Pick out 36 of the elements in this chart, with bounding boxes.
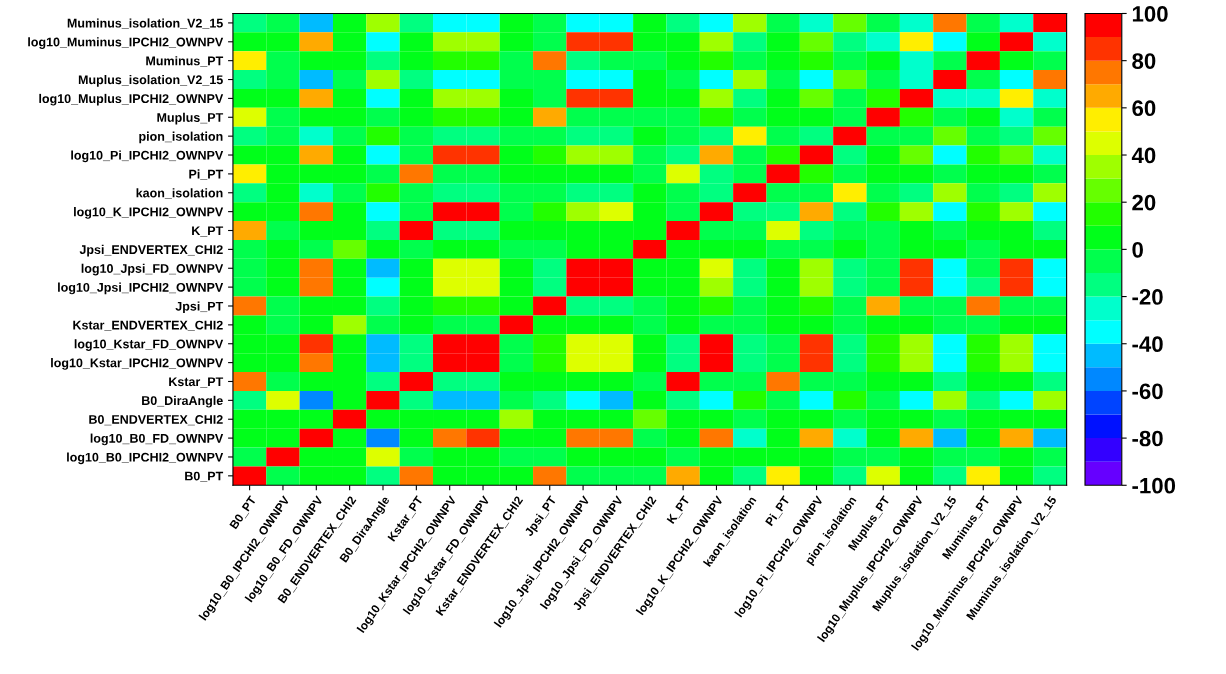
- color-bar-label: -100: [1132, 477, 1176, 494]
- y-tick-label: Muminus_isolation_V2_15: [67, 18, 223, 29]
- color-bar-label: -80: [1132, 430, 1163, 447]
- y-tick-label: B0_ENDVERTEX_CHI2: [89, 415, 223, 426]
- color-bar-label: -20: [1132, 289, 1163, 305]
- color-bar-label: -40: [1132, 336, 1163, 353]
- y-tick-label: log10_Kstar_IPCHI2_OWNPV: [51, 358, 224, 370]
- color-bar-label: 80: [1132, 53, 1156, 69]
- y-tick-label: Jpsi_ENDVERTEX_CHI2: [79, 244, 223, 257]
- y-tick-label: Muplus_PT: [157, 112, 224, 125]
- color-bar-label: 20: [1132, 194, 1156, 211]
- y-tick-label: pion_isolation: [139, 131, 223, 144]
- y-tick-label: log10_Jpsi_IPCHI2_OWNPV: [58, 282, 224, 295]
- y-tick-label: Pi_PT: [189, 169, 224, 180]
- y-tick-label: B0_DiraAngle: [142, 395, 223, 408]
- color-bar-label: 0: [1132, 241, 1143, 258]
- color-bar-label: -60: [1132, 383, 1163, 400]
- y-tick-label: log10_Muminus_IPCHI2_OWNPV: [28, 37, 224, 49]
- y-tick-label: log10_Kstar_FD_OWNPV: [74, 339, 224, 351]
- y-tick-label: Kstar_ENDVERTEX_CHI2: [73, 320, 223, 331]
- color-bar-label: 60: [1132, 100, 1156, 117]
- y-tick-label: Muminus_PT: [146, 56, 224, 67]
- y-tick-label: B0_PT: [185, 471, 224, 482]
- y-tick-label: Kstar_PT: [169, 377, 224, 388]
- y-tick-label: log10_Pi_IPCHI2_OWNPV: [71, 150, 224, 163]
- y-tick-label: kaon_isolation: [136, 188, 223, 199]
- y-tick-label: log10_B0_FD_OWNPV: [90, 433, 224, 446]
- y-tick-label: log10_Jpsi_FD_OWNPV: [81, 263, 224, 276]
- color-bar-label: 100: [1132, 6, 1168, 22]
- y-tick-label: log10_K_IPCHI2_OWNPV: [74, 207, 224, 219]
- y-tick-label: Jpsi_PT: [175, 301, 224, 314]
- y-tick-label: log10_Muplus_IPCHI2_OWNPV: [39, 93, 224, 106]
- color-bar-label: 40: [1131, 147, 1156, 164]
- y-tick-label: log10_B0_IPCHI2_OWNPV: [67, 452, 224, 465]
- y-tick-label: K_PT: [192, 226, 224, 237]
- y-tick-label: Muplus_isolation_V2_15: [78, 75, 223, 87]
